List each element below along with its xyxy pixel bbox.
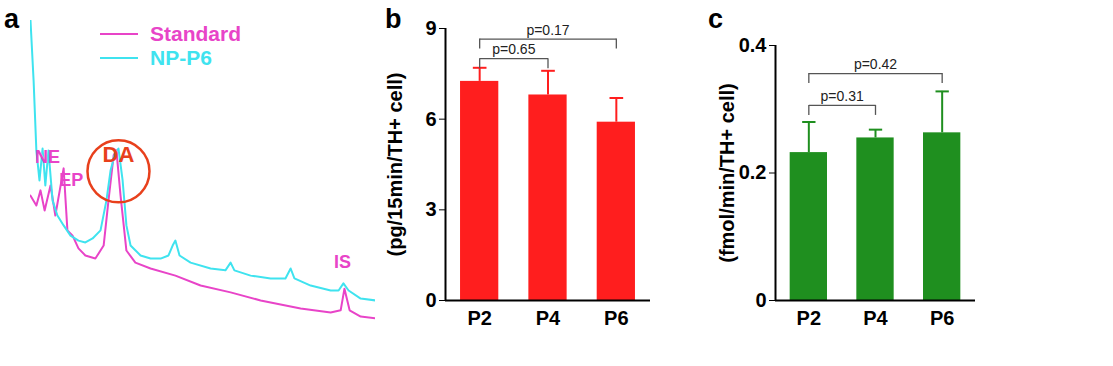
svg-text:P4: P4 — [863, 307, 888, 329]
svg-text:p=0.42: p=0.42 — [854, 56, 897, 72]
svg-text:3: 3 — [425, 198, 436, 220]
svg-text:(fmol/min/TH+ cell): (fmol/min/TH+ cell) — [716, 83, 738, 262]
svg-text:(pg/15min/TH+ cell): (pg/15min/TH+ cell) — [384, 73, 406, 257]
svg-text:0.4: 0.4 — [739, 34, 768, 56]
html-text:Standard: Standard — [150, 22, 241, 45]
html-text:b: b — [385, 4, 402, 34]
html-text:a: a — [4, 4, 19, 34]
svg-text:0: 0 — [425, 289, 436, 311]
svg-text:0.2: 0.2 — [739, 161, 767, 183]
svg-text:9: 9 — [425, 17, 436, 39]
svg-text:P6: P6 — [930, 307, 954, 329]
svg-text:0: 0 — [755, 289, 766, 311]
html-text:c: c — [708, 4, 723, 34]
svg-text:P6: P6 — [604, 307, 628, 329]
svg-text:p=0.31: p=0.31 — [821, 88, 864, 104]
html-text:NP-P6: NP-P6 — [150, 46, 212, 69]
svg-text:NE: NE — [35, 147, 60, 167]
svg-text:P2: P2 — [467, 307, 491, 329]
svg-text:p=0.17: p=0.17 — [526, 22, 569, 38]
svg-text:p=0.65: p=0.65 — [492, 41, 535, 57]
svg-text:6: 6 — [425, 108, 436, 130]
svg-text:IS: IS — [334, 252, 351, 272]
svg-text:EP: EP — [59, 170, 83, 190]
svg-text:P2: P2 — [797, 307, 821, 329]
svg-text:P4: P4 — [536, 307, 561, 329]
svg-text:DA: DA — [103, 142, 135, 167]
